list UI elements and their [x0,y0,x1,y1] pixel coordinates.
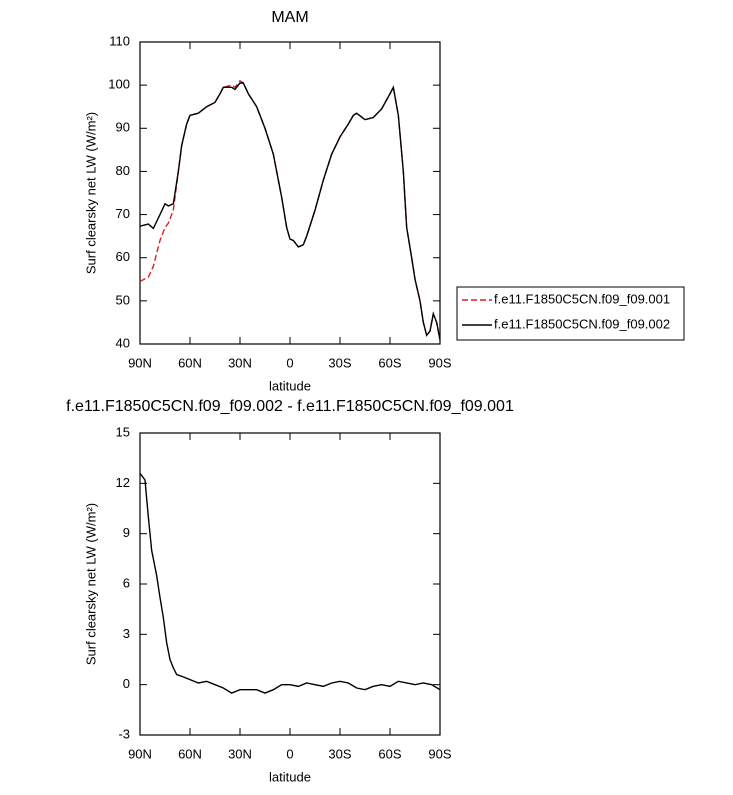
y-axis-label: Surf clearsky net LW (W/m²) [83,503,98,665]
x-tick-label: 60S [378,355,401,370]
x-tick-label: 90S [428,746,451,761]
x-tick-label: 60N [178,355,202,370]
x-tick-label: 30N [228,355,252,370]
legend-box [456,286,685,341]
plot-frame [139,41,441,345]
x-tick-label: 60S [378,746,401,761]
x-axis-label: latitude [269,378,311,393]
y-tick-label: 15 [116,424,130,439]
y-tick-label: 6 [123,575,130,590]
y-tick-label: 40 [116,335,130,350]
x-tick-label: 30N [228,746,252,761]
x-tick-label: 90N [128,746,152,761]
x-tick-label: 60N [178,746,202,761]
y-tick-label: 12 [116,475,130,490]
x-axis-label: latitude [269,769,311,784]
data-line [139,79,441,340]
x-tick-label: 30S [328,746,351,761]
y-tick-label: 60 [116,249,130,264]
y-tick-label: 50 [116,292,130,307]
chart-title: MAM [271,9,308,26]
y-tick-label: 3 [123,626,130,641]
y-axis-label: Surf clearsky net LW (W/m²) [83,112,98,274]
y-tick-label: 90 [116,120,130,135]
x-tick-label: 30S [328,355,351,370]
plot-frame [139,432,441,736]
chart-title: f.e11.F1850C5CN.f09_f09.002 - f.e11.F185… [66,398,514,415]
y-tick-label: 80 [116,163,130,178]
data-line [139,82,441,340]
y-tick-label: 9 [123,525,130,540]
legend-label: f.e11.F1850C5CN.f09_f09.002 [494,316,670,331]
y-tick-label: 100 [108,77,130,92]
y-tick-label: -3 [118,726,130,741]
y-tick-label: 110 [109,33,130,48]
x-tick-label: 0 [286,746,293,761]
x-tick-label: 90S [428,355,451,370]
data-line [139,472,441,694]
y-tick-label: 70 [116,206,130,221]
x-tick-label: 0 [286,355,293,370]
legend-label: f.e11.F1850C5CN.f09_f09.001 [494,291,670,306]
x-tick-label: 90N [128,355,152,370]
y-tick-label: 0 [123,676,130,691]
